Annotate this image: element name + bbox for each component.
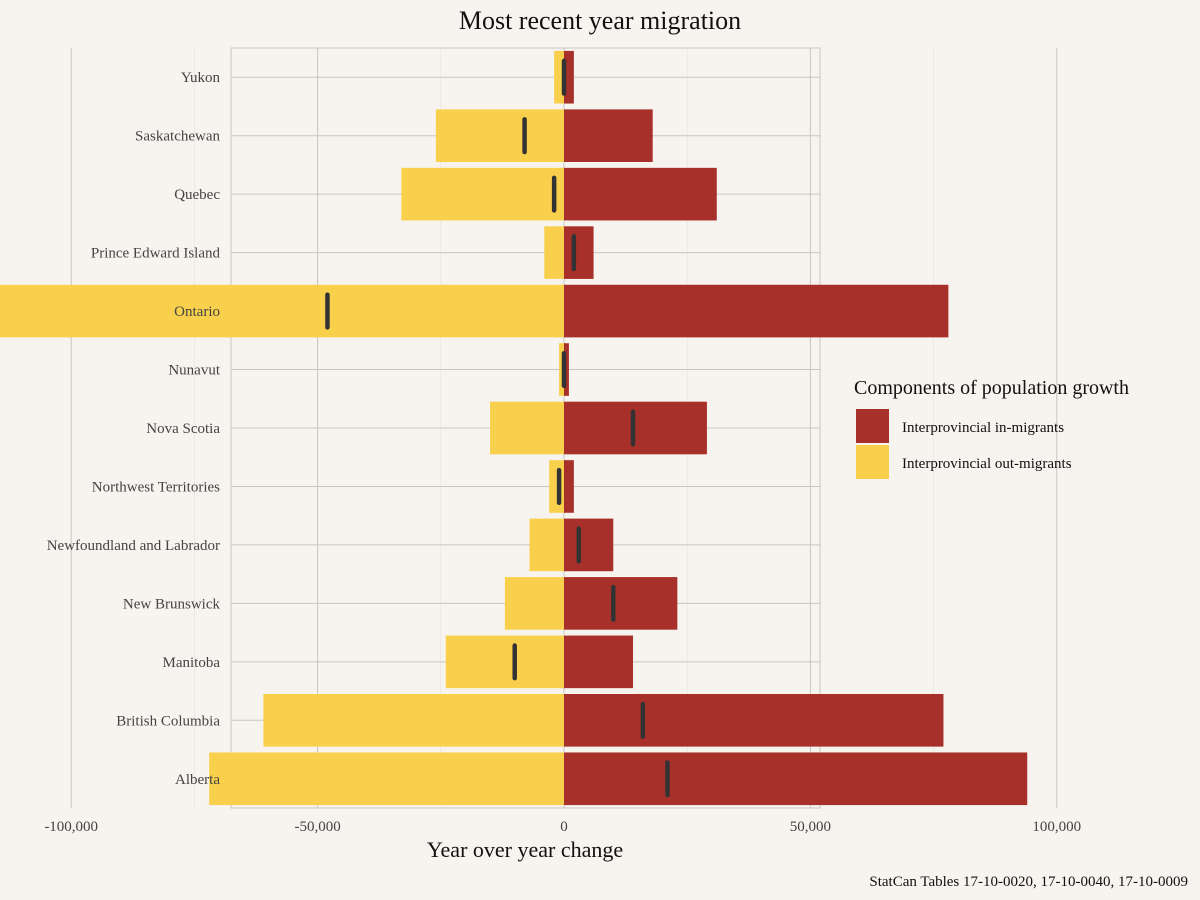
net-change-marks [325,58,670,798]
bar-out-migrants [263,694,564,747]
bar-in-migrants [564,752,1028,806]
x-tick-label: -50,000 [294,819,340,835]
bar-in-migrants [564,226,594,279]
x-tick-label: 0 [560,819,568,835]
bar-in-migrants [564,50,574,104]
bar-out-migrants [435,109,564,162]
bar-in-migrants [564,284,949,338]
bar-out-migrants [445,635,564,689]
y-tick-label: British Columbia [116,713,220,729]
bar-out-migrants [559,343,564,396]
bar-in-migrants [564,694,944,747]
out-migrant-bars [0,50,564,806]
legend-label-out-migrants: Interprovincial out-migrants [902,456,1072,472]
legend-label-in-migrants: Interprovincial in-migrants [902,420,1064,436]
y-tick-label: Nunavut [168,363,220,379]
bar-out-migrants [529,518,564,572]
y-tick-label: Nova Scotia [146,421,220,437]
bar-in-migrants [564,343,569,396]
legend: Components of population growth Interpro… [854,377,1129,479]
x-tick-labels: -100,000 -50,000 0 50,000 100,000 [44,819,1081,835]
x-tick-label: 50,000 [790,819,831,835]
bar-in-migrants [564,109,653,162]
bar-in-migrants [564,460,574,513]
bar-in-migrants [564,167,717,221]
x-tick-label: 100,000 [1032,819,1081,835]
y-tick-label: Alberta [175,772,220,788]
in-migrant-bars [564,50,1028,806]
bar-out-migrants [554,50,564,104]
bar-out-migrants [401,167,564,221]
y-tick-label: Prince Edward Island [91,246,221,262]
bar-in-migrants [564,635,633,689]
y-tick-label: Saskatchewan [135,129,220,145]
bar-out-migrants [209,752,564,806]
bar-out-migrants [490,401,564,455]
legend-swatch-out-migrants [856,445,889,479]
y-tick-label: Ontario [174,304,220,320]
bar-in-migrants [564,401,707,455]
bar-out-migrants [0,284,564,338]
y-tick-label: Northwest Territories [92,479,220,495]
bar-out-migrants [549,460,564,513]
bar-out-migrants [544,226,564,279]
bar-in-migrants [564,518,614,572]
y-tick-label: New Brunswick [123,596,221,612]
legend-swatch-in-migrants [856,409,889,443]
y-tick-label: Yukon [181,70,221,86]
x-axis-title: Year over year change [427,837,623,862]
y-tick-labels: Yukon Saskatchewan Quebec Prince Edward Isl… [47,70,221,788]
y-tick-label: Newfoundland and Labrador [47,538,220,554]
chart-title: Most recent year migration [459,6,741,35]
y-tick-label: Manitoba [163,655,221,671]
source-caption: StatCan Tables 17-10-0020, 17-10-0040, 1… [869,874,1188,890]
y-tick-label: Quebec [174,187,220,203]
bar-out-migrants [504,577,564,630]
x-tick-label: -100,000 [44,819,98,835]
legend-title: Components of population growth [854,377,1129,399]
bar-in-migrants [564,577,678,630]
